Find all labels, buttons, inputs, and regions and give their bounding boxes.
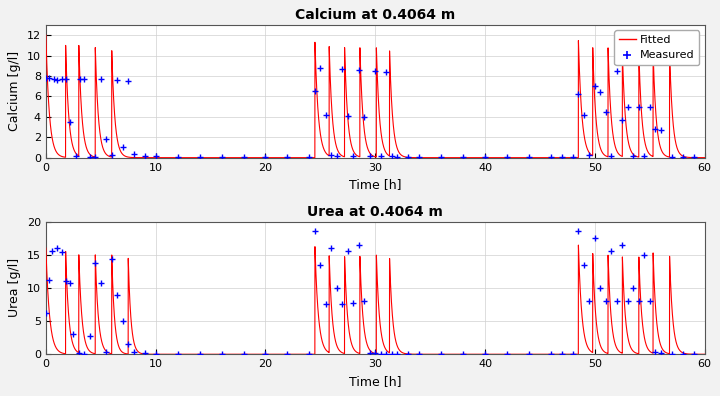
Legend: Fitted, Measured: Fitted, Measured bbox=[614, 30, 699, 65]
Title: Urea at 0.4064 m: Urea at 0.4064 m bbox=[307, 205, 444, 219]
Y-axis label: Calcium [g/l]: Calcium [g/l] bbox=[9, 51, 22, 131]
X-axis label: Time [h]: Time [h] bbox=[349, 375, 402, 388]
X-axis label: Time [h]: Time [h] bbox=[349, 178, 402, 191]
Title: Calcium at 0.4064 m: Calcium at 0.4064 m bbox=[295, 8, 455, 22]
Y-axis label: Urea [g/l]: Urea [g/l] bbox=[9, 258, 22, 318]
